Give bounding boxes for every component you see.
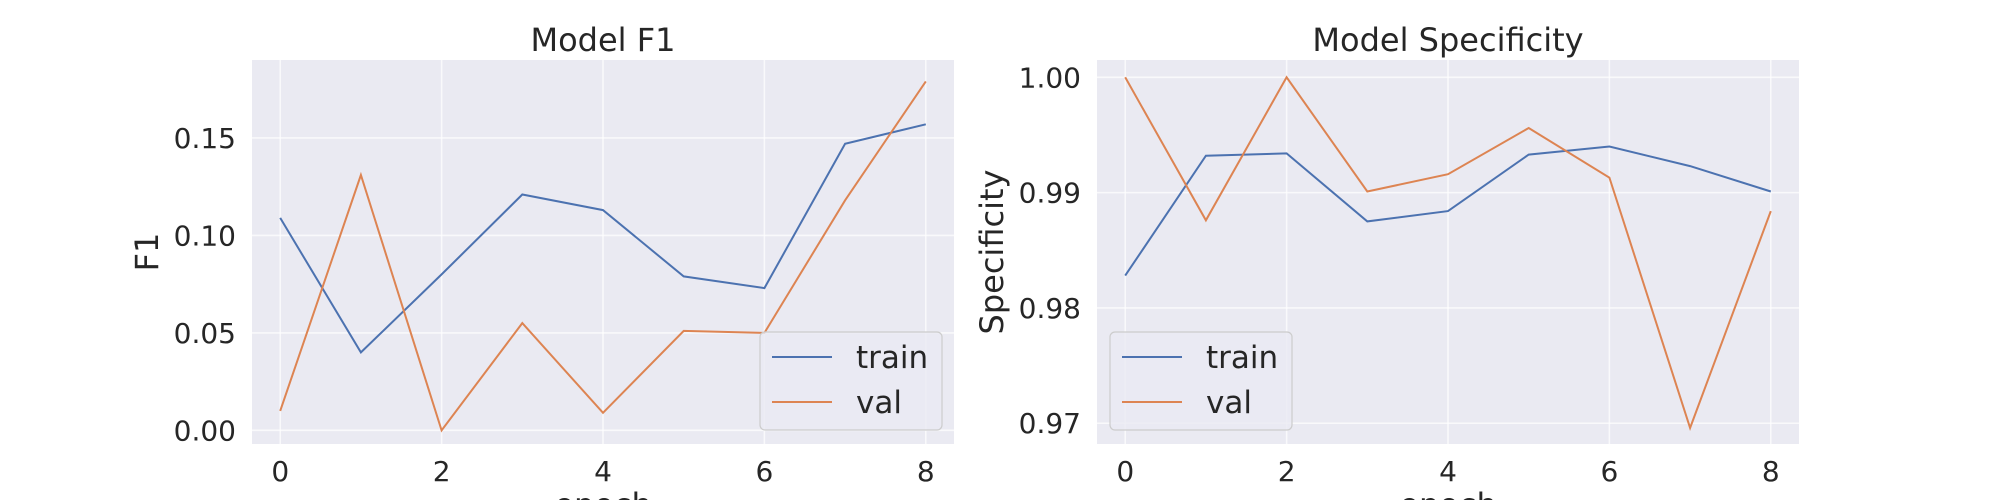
y-tick-label: 0.99 bbox=[1019, 177, 1081, 210]
x-tick-label: 8 bbox=[917, 455, 935, 488]
y-tick-label: 0.97 bbox=[1019, 407, 1081, 440]
specificity-chart-panel: 0 2 4 6 8 0.97 0.98 0.99 1.00 Model Specificity ep… bbox=[973, 21, 1799, 500]
x-tick-label: 8 bbox=[1762, 455, 1780, 488]
series-line-val bbox=[279, 80, 927, 433]
x-tick-label: 6 bbox=[755, 455, 773, 488]
x-tick-label: 0 bbox=[271, 455, 289, 488]
y-tick-label: 0.05 bbox=[174, 317, 236, 350]
y-axis-label: F1 bbox=[128, 233, 166, 272]
x-tick-label: 2 bbox=[433, 455, 451, 488]
series-line-train bbox=[1124, 145, 1772, 277]
x-tick-label: 4 bbox=[1439, 455, 1457, 488]
y-tick-label: 1.00 bbox=[1019, 61, 1081, 94]
legend-label-val: val bbox=[1206, 385, 1252, 421]
f1-chart-panel: 0 2 4 6 8 0.00 0.05 0.10 0.15 Model F1 epoch F1 trai… bbox=[128, 21, 954, 500]
legend: train val bbox=[759, 331, 943, 431]
x-tick-label: 6 bbox=[1600, 455, 1618, 488]
x-tick-label: 2 bbox=[1278, 455, 1296, 488]
legend: train val bbox=[1109, 331, 1293, 431]
x-tick-label: 4 bbox=[594, 455, 612, 488]
y-tick-label: 0.10 bbox=[174, 219, 236, 252]
y-tick-label: 0.00 bbox=[174, 414, 236, 447]
legend-label-train: train bbox=[856, 340, 928, 376]
y-axis-label: Specificity bbox=[973, 170, 1011, 335]
chart-title: Model F1 bbox=[530, 21, 675, 59]
x-tick-label: 0 bbox=[1116, 455, 1134, 488]
series-line-val bbox=[1124, 75, 1772, 431]
chart-title: Model Specificity bbox=[1312, 21, 1583, 59]
x-axis-label: epoch bbox=[1399, 486, 1496, 500]
series-line-train bbox=[279, 123, 927, 354]
legend-label-val: val bbox=[856, 385, 902, 421]
y-tick-label: 0.98 bbox=[1019, 292, 1081, 325]
y-tick-label: 0.15 bbox=[174, 122, 236, 155]
x-axis-label: epoch bbox=[554, 486, 651, 500]
legend-label-train: train bbox=[1206, 340, 1278, 376]
